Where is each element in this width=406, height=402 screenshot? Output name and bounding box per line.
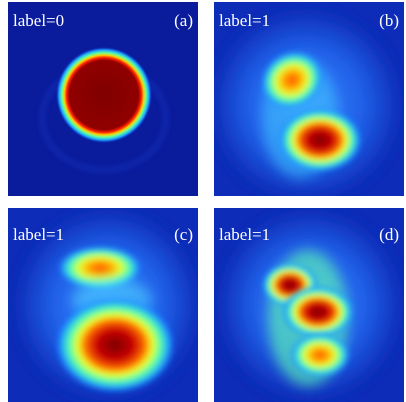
panel-b: label=1 (b)	[211, 2, 404, 200]
figure: label=0 (a) label=1 (b) label=1 (c) labe…	[0, 0, 406, 402]
beam-lobe	[278, 108, 362, 172]
panel-a: label=0 (a)	[8, 2, 198, 196]
beam-lobe	[282, 286, 354, 338]
panel-label: label=1	[13, 225, 64, 244]
panel-tag: (d)	[379, 225, 399, 244]
beam-lobe	[55, 297, 175, 393]
panel-tag: (a)	[174, 11, 193, 30]
panel-label: label=0	[13, 11, 64, 30]
panel-c: label=1 (c)	[8, 208, 200, 402]
panel-tag: (b)	[379, 11, 399, 30]
panel-d: label=1 (d)	[214, 208, 404, 402]
panel-label: label=1	[219, 11, 270, 30]
panel-tag: (c)	[174, 225, 193, 244]
beam-spot	[56, 47, 152, 143]
beam-lobe	[290, 333, 350, 377]
panel-label: label=1	[219, 225, 270, 244]
